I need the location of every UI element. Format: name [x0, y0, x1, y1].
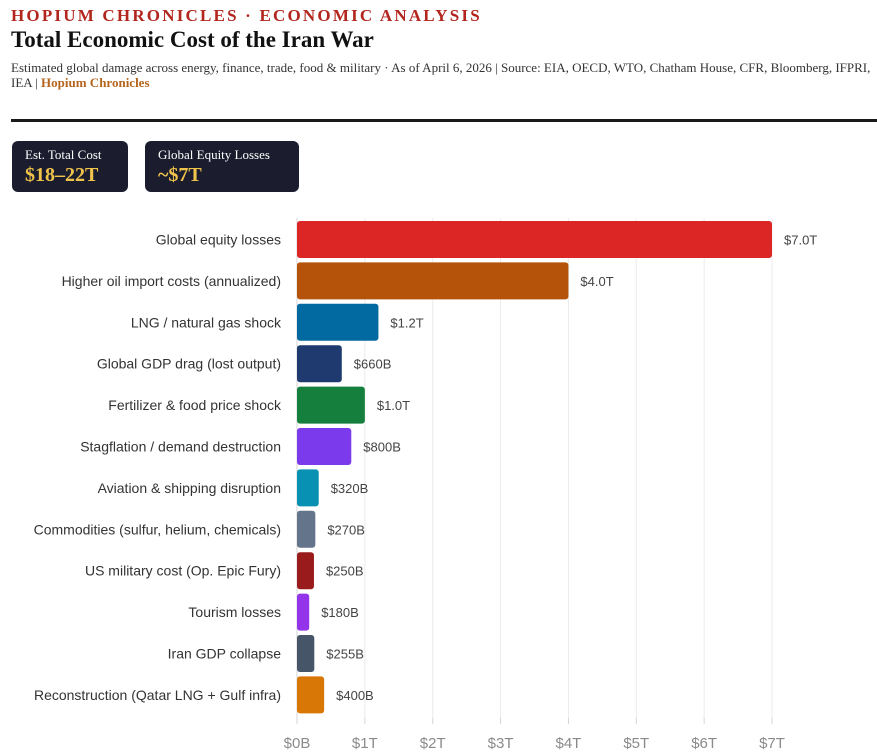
- category-label: Global GDP drag (lost output): [97, 356, 281, 372]
- bar: [297, 635, 315, 672]
- value-label: $7.0T: [784, 233, 817, 248]
- subtitle: Estimated global damage across energy, f…: [11, 60, 871, 90]
- x-tick-label: $5T: [623, 735, 649, 752]
- x-tick-label: $0B: [284, 735, 311, 752]
- bar: [297, 428, 352, 465]
- category-label: Global equity losses: [156, 232, 281, 248]
- brand-name: Hopium Chronicles: [41, 75, 150, 90]
- value-label: $1.0T: [377, 398, 410, 413]
- value-label: $250B: [326, 564, 364, 579]
- category-label: Aviation & shipping disruption: [98, 480, 281, 496]
- bar: [297, 303, 379, 341]
- total-cost-card: Est. Total Cost $18–22T: [12, 141, 128, 192]
- x-tick-label: $1T: [352, 735, 378, 752]
- bar: [297, 221, 772, 258]
- x-tick-label: $4T: [555, 735, 581, 752]
- category-label: Fertilizer & food price shock: [108, 397, 282, 413]
- subtitle-text: Estimated global damage across energy, f…: [11, 60, 871, 90]
- value-label: $270B: [327, 522, 365, 537]
- x-tick-label: $7T: [759, 735, 785, 752]
- total-cost-label: Est. Total Cost: [25, 147, 102, 162]
- bar: [297, 593, 310, 631]
- category-label: Stagflation / demand destruction: [80, 439, 281, 455]
- bar: [297, 676, 325, 714]
- category-label: Commodities (sulfur, helium, chemicals): [34, 521, 281, 537]
- total-cost-value: $18–22T: [25, 164, 99, 186]
- value-label: $180B: [321, 605, 359, 620]
- value-label: $400B: [336, 688, 374, 703]
- bar: [297, 510, 316, 548]
- bar: [297, 386, 365, 424]
- category-label: Reconstruction (Qatar LNG + Gulf infra): [34, 687, 281, 703]
- value-label: $1.2T: [390, 315, 423, 330]
- value-label: $4.0T: [580, 274, 613, 289]
- x-tick-label: $3T: [488, 735, 514, 752]
- category-label: LNG / natural gas shock: [131, 314, 282, 330]
- equity-losses-card: Global Equity Losses ~$7T: [145, 141, 299, 192]
- x-tick-label: $2T: [420, 735, 446, 752]
- bar: [297, 345, 342, 383]
- kicker: HOPIUM CHRONICLES · ECONOMIC ANALYSIS: [11, 6, 482, 25]
- bar: [297, 469, 319, 507]
- category-label: Higher oil import costs (annualized): [62, 273, 281, 289]
- value-label: $320B: [331, 481, 369, 496]
- equity-losses-value: ~$7T: [158, 164, 202, 186]
- page-title: Total Economic Cost of the Iran War: [11, 27, 374, 52]
- bar: [297, 262, 569, 300]
- equity-losses-label: Global Equity Losses: [158, 147, 270, 162]
- bar: [297, 552, 314, 590]
- value-label: $255B: [326, 647, 364, 662]
- category-label: US military cost (Op. Epic Fury): [85, 563, 281, 579]
- x-tick-label: $6T: [691, 735, 717, 752]
- category-label: Tourism losses: [188, 604, 281, 620]
- category-label: Iran GDP collapse: [168, 646, 282, 662]
- value-label: $660B: [354, 357, 392, 372]
- value-label: $800B: [363, 440, 401, 455]
- header-divider: [11, 119, 877, 122]
